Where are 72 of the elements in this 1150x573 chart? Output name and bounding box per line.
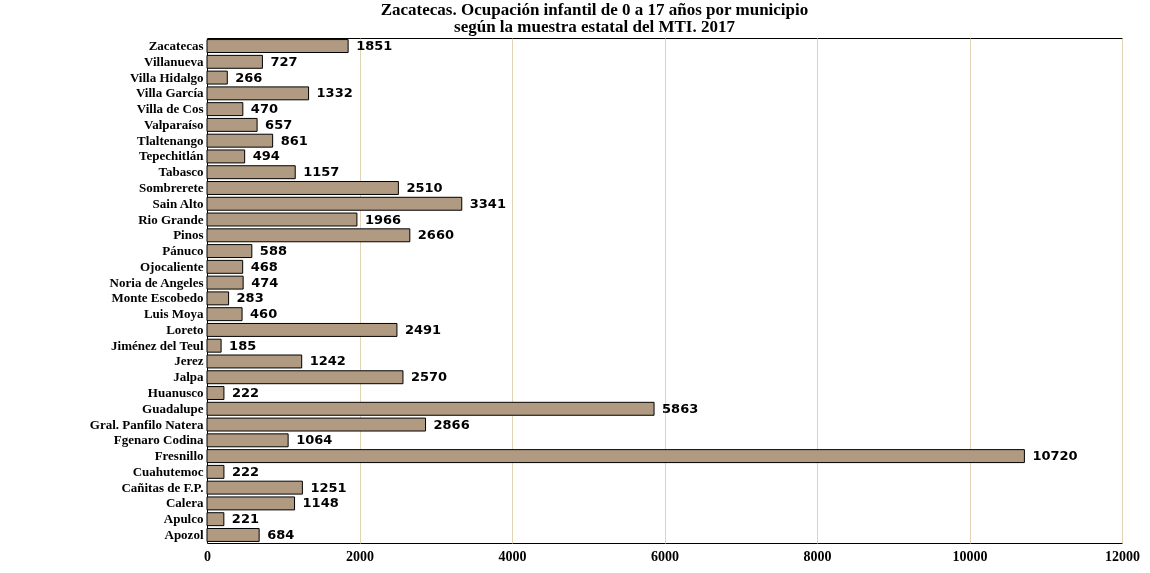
data-label: 494 [252,148,280,164]
y-tick-label: Fgenaro Codina [113,432,204,448]
y-tick-label: Huanusco [147,385,204,401]
y-tick-label: Villa Hidalgo [129,69,204,85]
data-label: 861 [280,132,308,148]
y-tick-label: Apulco [163,511,204,527]
data-label: 1332 [316,85,353,101]
x-tick-label: 2000 [346,548,374,564]
y-tick-label: Tabasco [158,164,204,180]
y-tick-label: Sain Alto [152,195,204,211]
data-label: 2866 [433,416,470,432]
data-label: 1064 [296,432,333,448]
data-label: 470 [250,101,278,117]
y-tick-label: Loreto [166,321,204,337]
data-label: 657 [265,116,293,132]
data-label: 221 [231,511,259,527]
y-tick-label: Noria de Angeles [109,274,204,290]
data-label: 727 [270,53,298,69]
data-label: 2660 [417,227,455,243]
y-tick-label: Cuahutemoc [132,463,204,479]
y-tick-label: Villanueva [144,53,204,69]
data-label: 2510 [406,179,443,195]
data-label: 1966 [364,211,402,227]
y-tick-label: Rio Grande [138,211,204,227]
y-tick-label: Pinos [173,227,204,243]
y-tick-label: Apozol [164,526,204,542]
y-tick-label: Villa García [135,85,204,101]
y-tick-label: Jiménez del Teul [111,337,204,353]
data-label: 2570 [410,369,448,385]
y-tick-label: Luis Moya [143,306,204,322]
y-tick-label: Pánuco [162,243,204,259]
y-tick-label: Tlaltenango [137,132,204,148]
data-label: 266 [235,69,263,85]
y-tick-label: Zacatecas [148,38,204,54]
y-tick-label: Villa de Cos [136,101,204,117]
y-tick-label: Monte Escobedo [111,290,204,306]
x-tick-label: 8000 [803,548,832,564]
data-label: 1851 [356,38,393,54]
y-tick-label: Sombrerete [139,179,204,195]
x-tick-label: 10000 [952,548,988,564]
data-label: 5863 [662,400,699,416]
y-tick-label: Cañitas de F.P. [121,479,204,495]
y-tick-label: Guadalupe [142,400,204,416]
data-label: 460 [250,306,278,322]
data-label: 1242 [309,353,346,369]
data-label: 588 [259,243,287,259]
data-label: 1157 [303,164,340,180]
y-tick-label: Fresnillo [154,448,204,464]
x-tick-label: 0 [204,548,211,564]
data-label: 2491 [404,321,442,337]
y-tick-label: Calera [165,495,204,511]
y-tick-label: Ojocaliente [139,258,204,274]
data-label: 222 [231,385,260,401]
y-tick-label: Jerez [174,353,204,369]
data-label: 468 [250,258,278,274]
data-label: 283 [236,290,264,306]
data-label: 10720 [1032,448,1078,464]
data-label: 185 [229,337,257,353]
data-label: 1148 [302,495,339,511]
data-label: 1251 [310,479,347,495]
data-label: 3341 [469,195,506,211]
y-tick-label: Valparaíso [144,116,204,132]
x-tick-label: 12000 [1105,548,1140,564]
chart-title: Zacatecas. Ocupación infantil de 0 a 17 años por municipio según la muestra estatal del MTI. 2017 [380,0,809,36]
x-tick-label: 6000 [651,548,679,564]
y-tick-label: Tepechitlán [138,148,205,164]
data-label: 222 [231,463,260,479]
x-tick-label: 4000 [498,548,527,564]
data-label: 474 [251,274,279,290]
data-label: 684 [267,526,295,542]
y-tick-label: Gral. Panfilo Natera [89,416,204,432]
y-tick-label: Jalpa [173,369,204,385]
